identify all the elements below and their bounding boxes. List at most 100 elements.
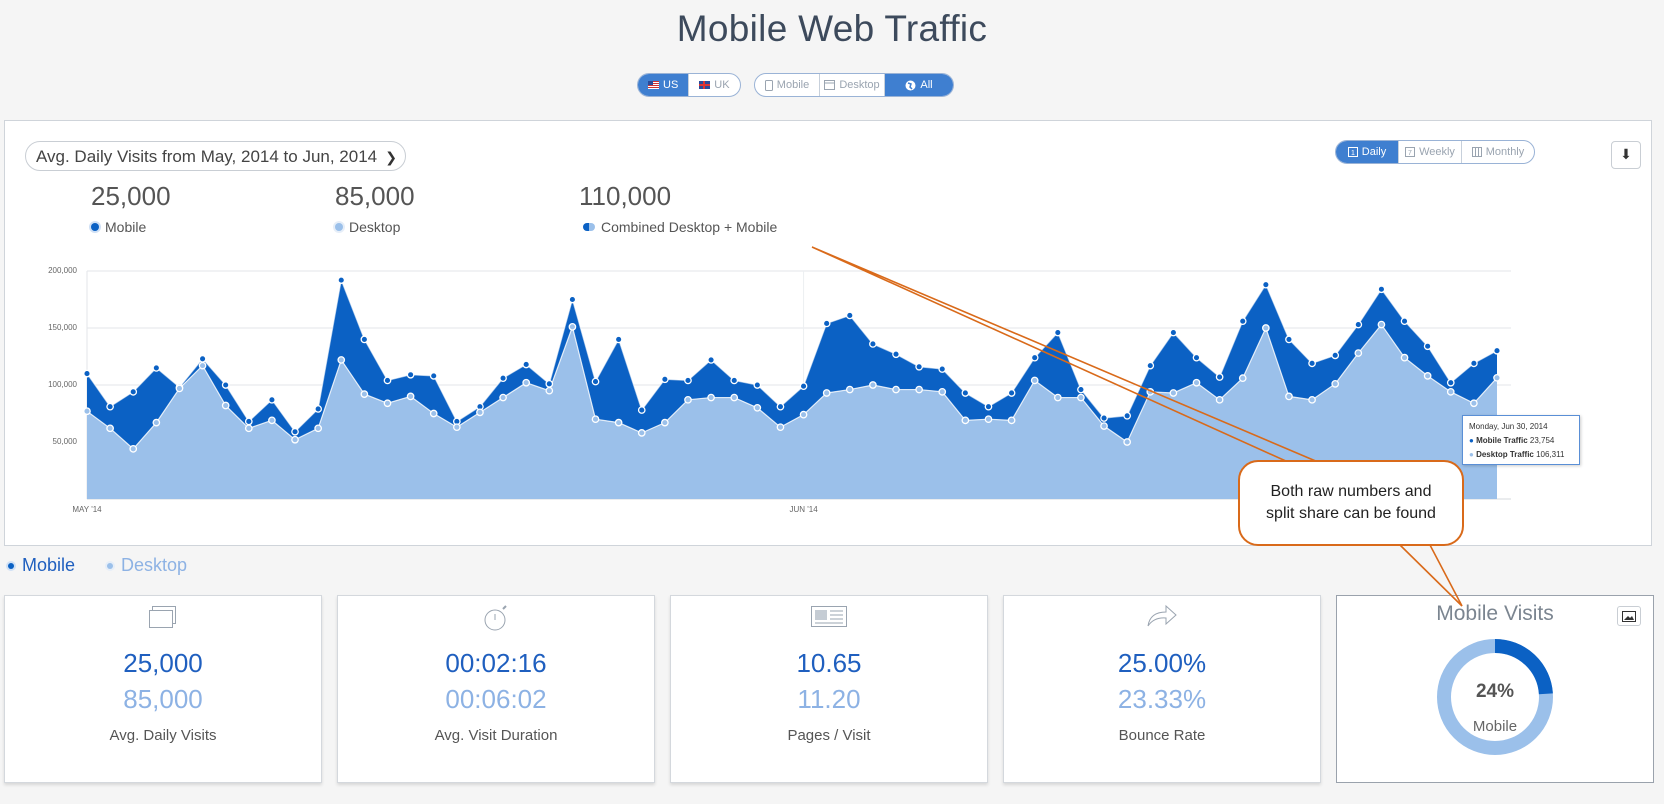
- device-mobile-button[interactable]: Mobile: [755, 74, 820, 96]
- mobile-point: [591, 377, 600, 386]
- stat-card-duration: 00:02:16 00:06:02 Avg. Visit Duration: [337, 595, 655, 783]
- mobile-point: [1285, 335, 1293, 344]
- save-image-button[interactable]: [1617, 606, 1641, 626]
- desktop-point: [198, 361, 207, 370]
- mobile-point: [337, 276, 346, 284]
- desktop-point: [869, 381, 877, 389]
- legend-item-mobile[interactable]: Mobile: [8, 555, 75, 576]
- mobile-point: [730, 376, 739, 385]
- mobile-point: [522, 360, 531, 369]
- desktop-point: [406, 392, 415, 401]
- mobile-point: [1423, 342, 1432, 351]
- mobile-point: [360, 335, 369, 344]
- chevron-down-icon: ❯: [385, 149, 397, 165]
- legend-desktop-label: Desktop: [121, 555, 188, 575]
- stat-visits-mobile: 25,000: [123, 648, 203, 678]
- region-uk-label: UK: [714, 79, 730, 91]
- mobile-point: [152, 364, 161, 372]
- date-range-dropdown[interactable]: Avg. Daily Visits from May, 2014 to Jun,…: [25, 141, 406, 171]
- mobile-share-donut: [1437, 639, 1553, 755]
- x-tick-label: MAY '14: [72, 505, 102, 514]
- tooltip-mobile-row: ● Mobile Traffic 23,754: [1469, 434, 1573, 448]
- tooltip-mobile-dot-icon: ●: [1469, 436, 1474, 445]
- summary-mobile-value: 25,000: [91, 181, 171, 211]
- legend-item-desktop[interactable]: Desktop: [107, 555, 187, 576]
- tooltip-date: Monday, Jun 30, 2014: [1469, 422, 1548, 431]
- desktop-point: [152, 418, 161, 427]
- desktop-point: [129, 444, 138, 453]
- granularity-toggle: 1 Daily 7 Weekly Monthly: [1335, 140, 1535, 164]
- desktop-point: [1470, 399, 1478, 408]
- legend-mobile-dot-icon: [8, 562, 14, 569]
- desktop-point: [106, 424, 114, 433]
- granularity-monthly-label: Monthly: [1485, 146, 1525, 158]
- granularity-weekly-label: Weekly: [1419, 146, 1455, 158]
- mobile-point: [406, 370, 415, 379]
- mobile-point: [1192, 353, 1201, 362]
- calendar-month-icon: [1471, 147, 1482, 157]
- desktop-point: [221, 401, 230, 410]
- desktop-point: [1354, 349, 1363, 357]
- mobile-point: [106, 402, 114, 411]
- mobile-point: [637, 406, 646, 414]
- stat-bounce-icon-wrap: [1004, 604, 1320, 634]
- desktop-point: [383, 399, 392, 408]
- region-us-button[interactable]: US: [638, 74, 690, 96]
- stat-bounce-mobile: 25.00%: [1117, 648, 1207, 678]
- desktop-point: [845, 385, 854, 394]
- download-button[interactable]: ⬇: [1611, 141, 1641, 169]
- mobile-point: [1077, 385, 1085, 394]
- visits-icon: [149, 606, 176, 628]
- desktop-point: [268, 416, 276, 425]
- desktop-point: [244, 424, 253, 433]
- mobile-point: [1493, 346, 1501, 355]
- summary-mobile-legend: Mobile: [91, 219, 146, 235]
- summary-desktop-legend: Desktop: [335, 219, 400, 235]
- callout-annotation: Both raw numbers and split share can be …: [1238, 460, 1464, 546]
- combined-dot-icon: [583, 223, 595, 231]
- desktop-point: [1262, 324, 1270, 332]
- mobile-point: [499, 374, 507, 383]
- tooltip-mobile-value: 23,754: [1529, 436, 1555, 445]
- desktop-point: [1215, 395, 1224, 404]
- desktop-point: [892, 385, 900, 394]
- desktop-point: [1030, 376, 1039, 385]
- desktop-point: [429, 409, 438, 418]
- desktop-point: [1377, 320, 1386, 329]
- stat-bounce-desktop: 23.33%: [1117, 684, 1207, 714]
- mobile-point: [753, 381, 762, 389]
- mobile-point: [1331, 351, 1340, 360]
- donut-label: Mobile: [1472, 718, 1518, 735]
- mobile-point: [1446, 378, 1455, 387]
- desktop-point: [1308, 395, 1316, 404]
- mobile-icon: [764, 79, 773, 91]
- stat-duration-label: Avg. Visit Duration: [434, 727, 558, 744]
- mobile-point: [268, 395, 276, 404]
- svg-text:1: 1: [1351, 150, 1355, 157]
- desktop-point: [1285, 392, 1293, 401]
- tooltip-desktop-label: Desktop Traffic: [1476, 450, 1534, 459]
- desktop-point: [637, 429, 646, 437]
- mobile-point: [661, 375, 669, 384]
- desktop-point: [1446, 387, 1455, 396]
- desktop-point: [1169, 389, 1178, 397]
- us-flag-icon: [648, 81, 659, 89]
- device-desktop-button[interactable]: Desktop: [820, 74, 885, 96]
- desktop-point: [360, 390, 369, 398]
- desktop-point: [452, 423, 461, 432]
- y-tick-label: 50,000: [53, 437, 78, 446]
- desktop-point: [1493, 373, 1501, 382]
- mobile-point: [1007, 389, 1016, 397]
- device-all-button[interactable]: All: [885, 74, 953, 96]
- granularity-monthly-button[interactable]: Monthly: [1462, 141, 1534, 163]
- mobile-point: [1238, 317, 1247, 326]
- bounce-arrow-icon: [1147, 604, 1177, 627]
- granularity-weekly-button[interactable]: 7 Weekly: [1399, 141, 1462, 163]
- region-uk-button[interactable]: UK: [689, 74, 739, 96]
- granularity-daily-button[interactable]: 1 Daily: [1336, 141, 1399, 163]
- callout-line-1: Both raw numbers and: [1270, 483, 1432, 500]
- summary-desktop-label: Desktop: [349, 219, 401, 235]
- mobile-point: [221, 381, 230, 389]
- device-desktop-label: Desktop: [839, 79, 880, 91]
- desktop-point: [568, 323, 577, 331]
